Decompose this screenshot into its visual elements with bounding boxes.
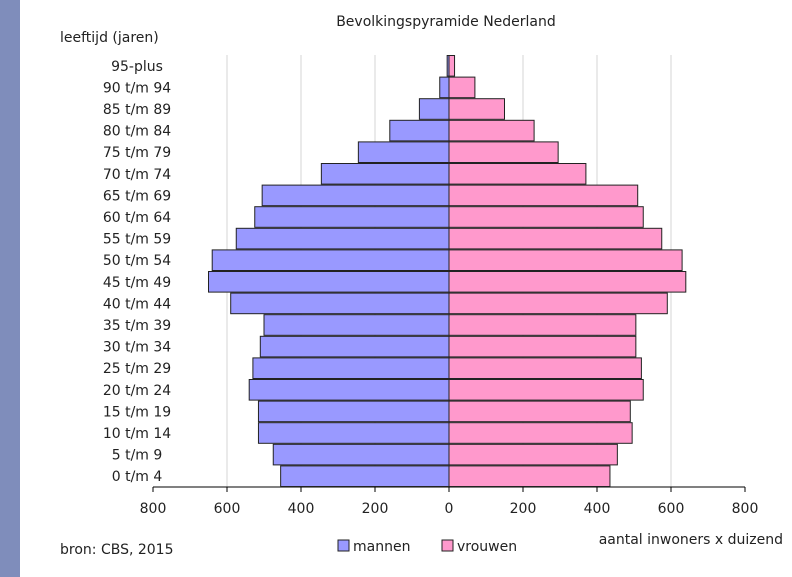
age-label: 50 t/m 54 bbox=[103, 253, 171, 269]
age-label: 85 t/m 89 bbox=[103, 102, 171, 118]
bar-mannen bbox=[257, 400, 450, 423]
bar-mannen bbox=[418, 98, 450, 120]
age-label: 40 t/m 44 bbox=[103, 296, 171, 312]
bar-vrouwen bbox=[448, 271, 687, 293]
bar-mannen bbox=[320, 163, 450, 185]
age-label: 5 t/m 9 bbox=[112, 448, 163, 464]
bar-vrouwen bbox=[448, 292, 668, 315]
y-axis-label: leeftijd (jaren) bbox=[60, 30, 159, 46]
age-label: 75 t/m 79 bbox=[103, 145, 171, 161]
chart-title: Bevolkingspyramide Nederland bbox=[336, 14, 556, 30]
bar-mannen bbox=[235, 227, 450, 250]
x-tick-label: 800 bbox=[140, 501, 167, 517]
x-tick-label: 200 bbox=[510, 501, 537, 517]
bar-vrouwen bbox=[448, 141, 559, 163]
bar-vrouwen bbox=[448, 335, 637, 358]
age-label: 30 t/m 34 bbox=[103, 340, 171, 356]
age-label: 0 t/m 4 bbox=[112, 469, 163, 485]
age-label: 65 t/m 69 bbox=[103, 188, 171, 204]
bar-mannen bbox=[272, 443, 450, 466]
x-tick-label: 400 bbox=[288, 501, 315, 517]
bar-vrouwen bbox=[448, 443, 618, 466]
age-label: 70 t/m 74 bbox=[103, 167, 171, 183]
bar-mannen bbox=[439, 76, 450, 99]
x-tick-label: 600 bbox=[658, 501, 685, 517]
age-label: 25 t/m 29 bbox=[103, 361, 171, 377]
bar-vrouwen bbox=[448, 422, 633, 444]
bar-mannen bbox=[263, 314, 450, 336]
bar-vrouwen bbox=[448, 98, 505, 120]
x-tick-label: 400 bbox=[584, 501, 611, 517]
bar-mannen bbox=[261, 184, 450, 207]
x-tick-label: 200 bbox=[362, 501, 389, 517]
source-label: bron: CBS, 2015 bbox=[60, 542, 174, 558]
age-label: 95-plus bbox=[111, 59, 163, 75]
bar-mannen bbox=[208, 271, 450, 293]
x-tick-label: 800 bbox=[732, 501, 759, 517]
bar-vrouwen bbox=[448, 76, 476, 99]
population-pyramid-chart: Bevolkingspyramide Nederland leeftijd (j… bbox=[60, 14, 783, 558]
legend-swatch-mannen bbox=[337, 539, 350, 552]
legend-label-mannen: mannen bbox=[353, 539, 410, 555]
age-label: 20 t/m 24 bbox=[103, 383, 171, 399]
bar-mannen bbox=[230, 292, 450, 315]
x-axis-label: aantal inwoners x duizend bbox=[599, 532, 783, 548]
bar-mannen bbox=[248, 379, 450, 401]
bar-mannen bbox=[254, 206, 450, 228]
age-label: 15 t/m 19 bbox=[103, 404, 171, 420]
bar-vrouwen bbox=[448, 465, 611, 487]
age-label: 45 t/m 49 bbox=[103, 275, 171, 291]
age-label: 35 t/m 39 bbox=[103, 318, 171, 334]
bar-vrouwen bbox=[448, 357, 642, 379]
bar-mannen bbox=[259, 335, 450, 358]
bar-vrouwen bbox=[448, 163, 587, 185]
age-label: 80 t/m 84 bbox=[103, 124, 171, 140]
bar-mannen bbox=[257, 422, 450, 444]
bar-mannen bbox=[211, 249, 450, 271]
chart-panel: Bevolkingspyramide Nederland leeftijd (j… bbox=[20, 0, 792, 577]
bar-mannen bbox=[280, 465, 450, 487]
age-label: 55 t/m 59 bbox=[103, 232, 171, 248]
age-labels-group: 0 t/m 4 5 t/m 9 10 t/m 14 15 t/m 19 20 t/m 2… bbox=[103, 59, 171, 485]
bar-vrouwen bbox=[448, 227, 663, 250]
bar-vrouwen bbox=[448, 184, 639, 207]
age-label: 10 t/m 14 bbox=[103, 426, 171, 442]
bar-vrouwen bbox=[448, 119, 535, 142]
bar-vrouwen bbox=[448, 55, 456, 77]
bar-mannen bbox=[252, 357, 450, 379]
bars-group bbox=[208, 55, 687, 487]
bar-vrouwen bbox=[448, 314, 637, 336]
bar-mannen bbox=[357, 141, 450, 163]
x-tick-label: 600 bbox=[214, 501, 241, 517]
bar-vrouwen bbox=[448, 206, 644, 228]
bar-mannen bbox=[389, 119, 450, 142]
legend-swatch-vrouwen bbox=[441, 539, 454, 552]
x-tick-label: 0 bbox=[445, 501, 454, 517]
age-label: 60 t/m 64 bbox=[103, 210, 171, 226]
age-label: 90 t/m 94 bbox=[103, 80, 171, 96]
x-ticks-group: 800 600 400 200 0 200 400 600 800 bbox=[140, 487, 759, 517]
bar-vrouwen bbox=[448, 249, 683, 271]
legend-label-vrouwen: vrouwen bbox=[457, 539, 517, 555]
bar-vrouwen bbox=[448, 379, 644, 401]
bar-vrouwen bbox=[448, 400, 631, 423]
legend: mannen vrouwen bbox=[337, 539, 517, 555]
